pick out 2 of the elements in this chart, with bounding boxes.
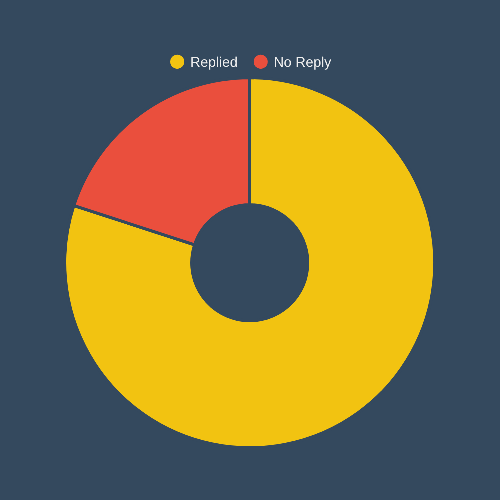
legend-label: No Reply <box>274 54 332 70</box>
legend-label: Replied <box>190 54 238 70</box>
